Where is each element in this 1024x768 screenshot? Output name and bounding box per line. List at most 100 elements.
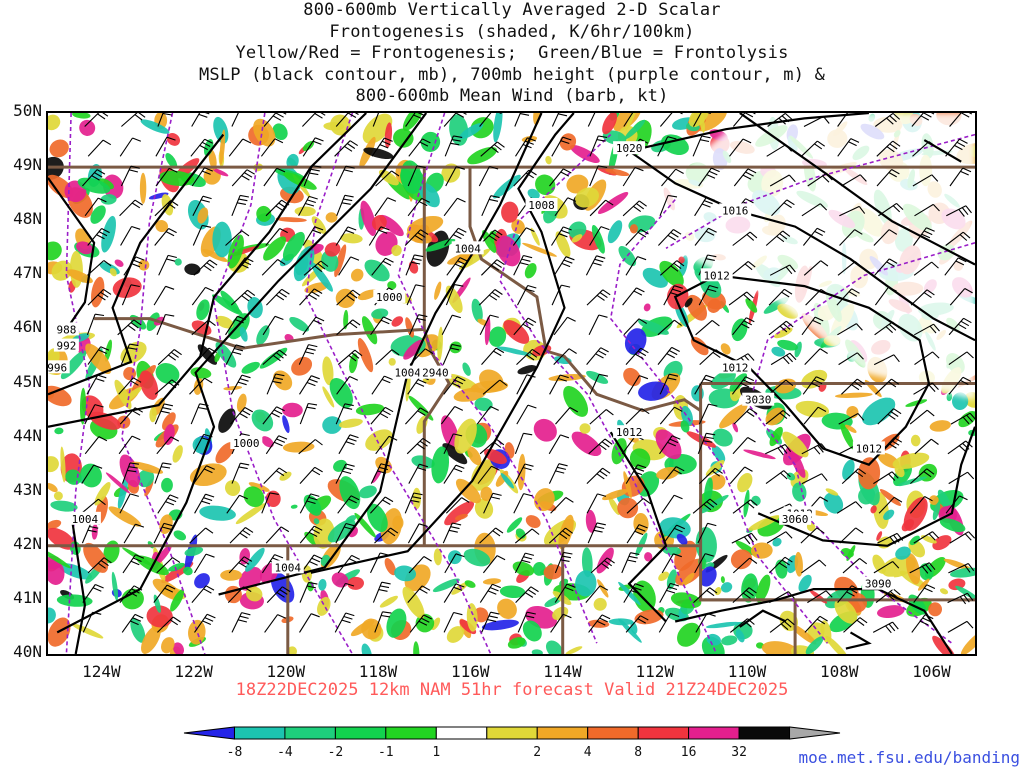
shade-patch — [357, 338, 374, 373]
wind-barb — [440, 406, 464, 425]
wind-barb — [801, 203, 828, 217]
shade-patch — [777, 339, 799, 351]
wind-barb — [483, 492, 502, 514]
wind-barb — [157, 616, 181, 633]
wind-barb — [374, 611, 392, 633]
wind-barb — [659, 406, 683, 425]
svg-text:1000: 1000 — [376, 291, 403, 304]
shade-patch — [870, 505, 877, 514]
shade-patch — [534, 488, 555, 512]
colorbar-label: -8 — [226, 745, 243, 760]
wind-barb — [407, 165, 426, 187]
colorbar-label: 8 — [634, 745, 643, 760]
shade-patch — [575, 570, 597, 597]
shade-patch — [442, 443, 468, 465]
shade-patch — [199, 505, 236, 521]
wind-barb — [803, 116, 830, 127]
shade-patch — [363, 147, 394, 160]
wind-barb — [550, 497, 574, 514]
wind-barb — [191, 167, 214, 187]
wind-barb — [193, 259, 218, 276]
wind-barb — [729, 138, 752, 157]
shade-patch — [394, 565, 417, 582]
wind-barb — [873, 471, 899, 485]
wind-barb — [732, 113, 756, 127]
wind-barb — [554, 551, 573, 574]
shade-patch — [563, 385, 589, 417]
shade-patch — [405, 317, 415, 338]
shade-patch — [684, 297, 693, 308]
shade-patch — [378, 169, 399, 186]
wind-barb — [299, 525, 323, 544]
wind-barb — [337, 554, 360, 574]
shade-patch — [282, 231, 305, 261]
wind-barb — [87, 346, 110, 365]
shade-patch — [289, 316, 310, 332]
shade-patch — [420, 131, 441, 152]
wind-barb — [622, 287, 645, 306]
wind-barb — [442, 522, 462, 544]
shade-patch — [877, 605, 905, 619]
wind-barb — [481, 347, 505, 365]
credit-url[interactable]: moe.met.fsu.edu/banding — [798, 748, 1020, 767]
wind-barb — [586, 289, 611, 306]
wind-barb — [404, 229, 429, 246]
wind-barb — [877, 532, 904, 545]
wind-barb — [661, 466, 685, 484]
colorbar-label: 2 — [533, 745, 542, 760]
height-contour — [120, 113, 206, 654]
shade-patch — [162, 412, 176, 431]
wind-barb — [875, 588, 901, 604]
wind-barb — [876, 169, 900, 187]
shade-patch — [892, 452, 930, 469]
contour-label: 1004 — [68, 511, 101, 526]
wind-barb — [404, 492, 423, 514]
wind-barb — [765, 230, 791, 246]
shade-patch — [402, 586, 425, 619]
wind-barb — [372, 581, 391, 603]
shade-patch — [161, 637, 175, 654]
colorbar-segment — [435, 726, 488, 740]
wind-barb — [841, 468, 867, 485]
wind-barb — [947, 620, 974, 633]
wind-barb — [731, 376, 755, 395]
colorbar-segment — [284, 726, 336, 740]
wind-barb — [765, 409, 791, 425]
wind-barb — [698, 403, 718, 425]
shade-patch — [545, 155, 552, 165]
contour-label: 1004 — [451, 241, 484, 255]
wind-barb — [803, 406, 827, 425]
mslp-contours — [48, 113, 975, 654]
wind-barb — [157, 494, 179, 514]
wind-barb — [627, 375, 649, 395]
wind-barb — [839, 527, 864, 544]
wind-barb — [262, 406, 285, 425]
wind-barb — [625, 228, 649, 246]
lat-label: 49N — [13, 155, 42, 175]
shade-patch — [239, 326, 248, 342]
wind-barb — [225, 344, 245, 365]
lat-label: 44N — [13, 425, 42, 445]
shade-patch — [480, 486, 493, 502]
wind-barb — [874, 286, 897, 306]
shade-patch — [675, 558, 706, 586]
colorbar-label: -2 — [327, 745, 344, 760]
contour-label: 3030 — [742, 392, 775, 407]
wind-barb — [263, 467, 287, 484]
shade-patch — [293, 246, 315, 282]
shade-patch — [633, 513, 649, 535]
shade-patch — [329, 377, 353, 409]
wind-barb — [158, 254, 177, 276]
shade-patch — [85, 343, 112, 375]
wind-barb — [551, 136, 572, 157]
wind-barb — [121, 613, 144, 633]
shade-patch — [704, 477, 713, 504]
shade-patch — [146, 312, 160, 332]
wind-barb — [122, 554, 145, 574]
wind-barb — [371, 137, 393, 157]
wind-barb — [657, 319, 682, 336]
svg-text:1012: 1012 — [703, 269, 730, 282]
title-block: 800-600mb Vertically Averaged 2-D Scalar… — [0, 0, 1024, 108]
wind-barb — [950, 412, 975, 425]
wind-barb — [731, 532, 758, 545]
